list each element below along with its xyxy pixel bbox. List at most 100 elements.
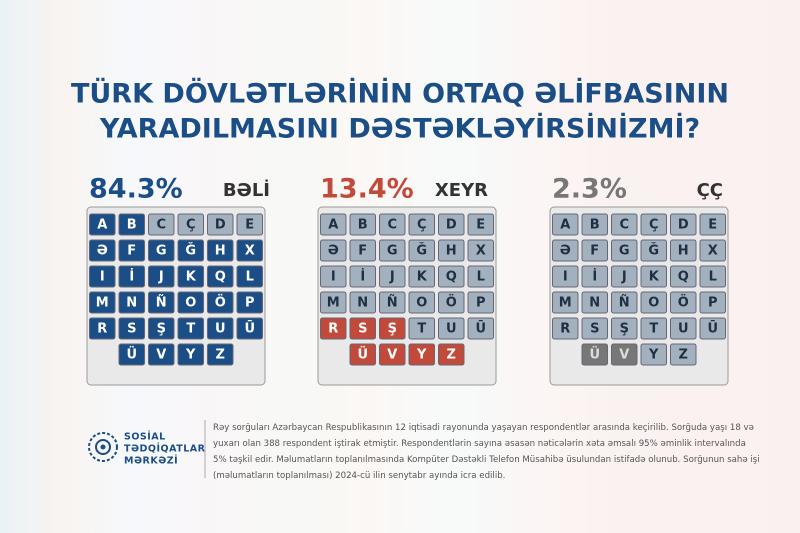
key [379, 343, 406, 366]
key [611, 343, 638, 366]
key [177, 343, 204, 366]
key [177, 239, 204, 262]
key [118, 213, 145, 236]
key [236, 317, 263, 340]
key [177, 265, 204, 288]
key-label: L [477, 270, 485, 285]
key-label: H [446, 244, 457, 259]
key [699, 317, 726, 340]
key-label: S [127, 322, 136, 337]
key-label: T [186, 322, 195, 337]
key [148, 239, 175, 262]
key [581, 213, 608, 236]
key [699, 239, 726, 262]
key [320, 291, 347, 314]
key [89, 291, 116, 314]
key [438, 343, 465, 366]
key-label: V [156, 348, 166, 363]
key-label: B [358, 218, 368, 233]
key-label: T [649, 322, 658, 337]
key [207, 239, 234, 262]
key [670, 317, 697, 340]
key [670, 213, 697, 236]
key-label: U [215, 322, 226, 337]
key-label: Ü [126, 347, 137, 363]
key [581, 317, 608, 340]
footnote: 5% təşkil edir. Məlumatların toplanılmas… [213, 455, 760, 465]
key [408, 343, 435, 366]
key [467, 291, 494, 314]
key-label: Ç [417, 218, 427, 233]
key-label: U [446, 322, 457, 337]
key-label: C [387, 218, 397, 233]
key-label: Y [416, 348, 427, 363]
key [408, 265, 435, 288]
key-label: K [186, 270, 197, 285]
key [89, 265, 116, 288]
key [552, 239, 579, 262]
key-label: Ñ [156, 295, 167, 311]
key [467, 239, 494, 262]
key-label: I [563, 270, 568, 285]
key-label: N [126, 296, 137, 311]
key-label: Ş [157, 322, 166, 337]
key [118, 317, 145, 340]
key-label: Q [446, 270, 457, 285]
key [611, 265, 638, 288]
key [89, 317, 116, 340]
key-label: G [387, 244, 398, 259]
key-label: İ [129, 269, 134, 285]
key-label: Z [447, 348, 456, 363]
key-label: Z [679, 348, 688, 363]
key [640, 291, 667, 314]
key [699, 213, 726, 236]
key-label: O [648, 296, 659, 311]
key [349, 291, 376, 314]
key [467, 265, 494, 288]
key [552, 265, 579, 288]
key-label: J [158, 270, 164, 285]
key [640, 213, 667, 236]
key-label: M [96, 296, 109, 311]
key-label: Ə [560, 244, 571, 259]
percent: 2.3% [552, 174, 627, 205]
key-label: L [246, 270, 254, 285]
key [438, 317, 465, 340]
key-label: P [245, 296, 255, 311]
key [581, 343, 608, 366]
key [236, 265, 263, 288]
key-label: Ş [620, 322, 629, 337]
key [207, 343, 234, 366]
key [349, 265, 376, 288]
key [379, 265, 406, 288]
key [611, 239, 638, 262]
key-label: A [97, 218, 107, 233]
key [177, 291, 204, 314]
key [467, 213, 494, 236]
key-label: R [328, 322, 338, 337]
key [349, 317, 376, 340]
logo-text: TƏDQİQATLAR [124, 444, 206, 455]
key [236, 213, 263, 236]
key-label: I [331, 270, 336, 285]
key [379, 291, 406, 314]
key-label: Ə [97, 244, 108, 259]
key-label: R [97, 322, 107, 337]
key [640, 265, 667, 288]
key-label: A [560, 218, 570, 233]
key-label: M [327, 296, 340, 311]
key-label: M [559, 296, 572, 311]
key-label: Y [648, 348, 659, 363]
key [640, 317, 667, 340]
key-label: H [678, 244, 689, 259]
key-label: L [709, 270, 717, 285]
key [581, 239, 608, 262]
key-label: N [589, 296, 600, 311]
key [670, 291, 697, 314]
key [177, 317, 204, 340]
key-label: I [100, 270, 105, 285]
key [670, 265, 697, 288]
key-label: Q [215, 270, 226, 285]
key [552, 291, 579, 314]
